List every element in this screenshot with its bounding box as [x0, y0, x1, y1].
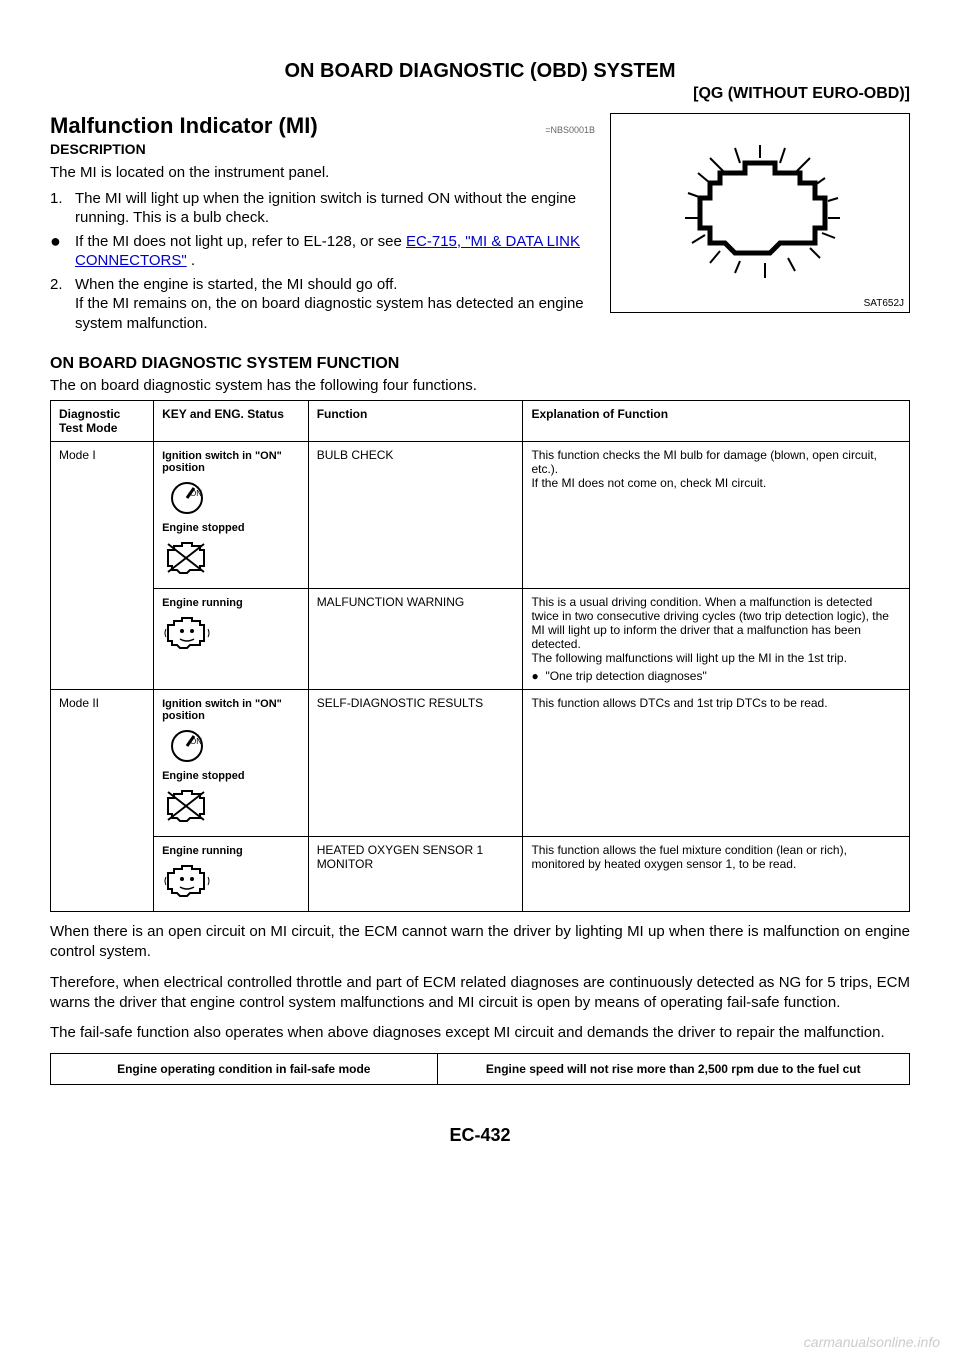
cell-exp-selfdiag: This function allows DTCs and 1st trip D… [523, 690, 910, 837]
r2-exp1: This is a usual driving condition. When … [531, 595, 901, 651]
page-header-title: ON BOARD DIAGNOSTIC (OBD) SYSTEM [50, 60, 910, 83]
ign-on-text: Ignition switch in "ON" position [162, 698, 300, 722]
failsafe-condition-label: Engine operating condition in fail-safe … [51, 1054, 438, 1085]
th-explanation: Explanation of Function [523, 401, 910, 442]
mi-instruction-list: 1. The MI will light up when the ignitio… [50, 189, 595, 334]
bottom-paragraph-2: Therefore, when electrical controlled th… [50, 973, 910, 1014]
r2-exp2: The following malfunctions will light up… [531, 651, 901, 665]
table-header-row: Diagnostic Test Mode KEY and ENG. Status… [51, 401, 910, 442]
th-mode: Diagnostic Test Mode [51, 401, 154, 442]
check-engine-icon [660, 143, 860, 283]
engine-running-text: Engine running [162, 597, 300, 609]
mi-ref-code: =NBS0001B [545, 125, 595, 135]
r1-exp1: This function checks the MI bulb for dam… [531, 448, 901, 476]
engine-stopped-icon [162, 786, 212, 826]
th-status: KEY and ENG. Status [154, 401, 309, 442]
cell-exp-oxygen: This function allows the fuel mixture co… [523, 837, 910, 912]
engine-stopped-icon [162, 538, 212, 578]
cell-func-bulbcheck: BULB CHECK [308, 442, 523, 589]
mi-description-section: Malfunction Indicator (MI) =NBS0001B DES… [50, 113, 910, 337]
cell-mode2: Mode II [51, 690, 154, 912]
obd-function-heading: ON BOARD DIAGNOSTIC SYSTEM FUNCTION [50, 355, 910, 373]
watermark: carmanualsonline.info [804, 1334, 940, 1350]
cell-status-running: Engine running [154, 589, 309, 690]
svg-text:ON: ON [190, 489, 202, 498]
description-heading: DESCRIPTION [50, 141, 595, 157]
bullet-text-pre: If the MI does not light up, refer to EL… [75, 233, 406, 250]
engine-running-text: Engine running [162, 845, 300, 857]
cell-status-ign-on-stopped-2: Ignition switch in "ON" position ON Engi… [154, 690, 309, 837]
page-header-subtitle: [QG (WITHOUT EURO-OBD)] [50, 85, 910, 103]
cell-func-selfdiag: SELF-DIAGNOSTIC RESULTS [308, 690, 523, 837]
mi-intro-text: The MI is located on the instrument pane… [50, 163, 595, 183]
cell-func-oxygen: HEATED OXYGEN SENSOR 1 MONITOR [308, 837, 523, 912]
bottom-paragraph-1: When there is an open circuit on MI circ… [50, 922, 910, 963]
list-number-1: 1. [50, 189, 75, 228]
item2-line2: If the MI remains on, the on board diagn… [75, 295, 584, 332]
failsafe-table: Engine operating condition in fail-safe … [50, 1053, 910, 1085]
table-row: Engine running MALFUNCTION WARNING This … [51, 589, 910, 690]
mi-title: Malfunction Indicator (MI) [50, 113, 318, 139]
list-item-1-text: The MI will light up when the ignition s… [75, 189, 595, 228]
th-function: Function [308, 401, 523, 442]
engine-running-icon [162, 613, 212, 653]
list-item-2-text: When the engine is started, the MI shoul… [75, 275, 595, 334]
r1-exp2: If the MI does not come on, check MI cir… [531, 476, 901, 490]
ign-on-text: Ignition switch in "ON" position [162, 450, 300, 474]
cell-status-ign-on-stopped: Ignition switch in "ON" position ON Engi… [154, 442, 309, 589]
failsafe-condition-value: Engine speed will not rise more than 2,5… [437, 1054, 909, 1085]
page-number: EC-432 [50, 1125, 910, 1146]
engine-stopped-text: Engine stopped [162, 770, 300, 782]
table-row: Mode I Ignition switch in "ON" position … [51, 442, 910, 589]
ignition-key-icon: ON [162, 478, 212, 518]
bullet-text-post: . [187, 252, 195, 269]
ignition-key-icon: ON [162, 726, 212, 766]
cell-func-malfunction: MALFUNCTION WARNING [308, 589, 523, 690]
mi-indicator-image: SAT652J [610, 113, 910, 313]
bullet-char: ● [531, 669, 545, 683]
engine-stopped-text: Engine stopped [162, 522, 300, 534]
r2-bullet-text: "One trip detection diagnoses" [545, 669, 706, 683]
cell-exp-malfunction: This is a usual driving condition. When … [523, 589, 910, 690]
list-number-2: 2. [50, 275, 75, 334]
cell-mode1: Mode I [51, 442, 154, 690]
table-row: Engine operating condition in fail-safe … [51, 1054, 910, 1085]
obd-function-intro: The on board diagnostic system has the f… [50, 377, 910, 394]
diagnostic-modes-table: Diagnostic Test Mode KEY and ENG. Status… [50, 400, 910, 912]
bullet-char: ● [50, 232, 75, 271]
image-reference-label: SAT652J [864, 298, 904, 309]
cell-status-running-2: Engine running [154, 837, 309, 912]
table-row: Engine running HEATED OXYGEN SENSOR 1 MO… [51, 837, 910, 912]
item2-line1: When the engine is started, the MI shoul… [75, 276, 397, 293]
svg-text:ON: ON [190, 737, 202, 746]
bullet-item-text: If the MI does not light up, refer to EL… [75, 232, 595, 271]
bottom-paragraph-3: The fail-safe function also operates whe… [50, 1023, 910, 1043]
mi-description-text: Malfunction Indicator (MI) =NBS0001B DES… [50, 113, 595, 337]
table-row: Mode II Ignition switch in "ON" position… [51, 690, 910, 837]
cell-exp-bulbcheck: This function checks the MI bulb for dam… [523, 442, 910, 589]
engine-running-icon [162, 861, 212, 901]
